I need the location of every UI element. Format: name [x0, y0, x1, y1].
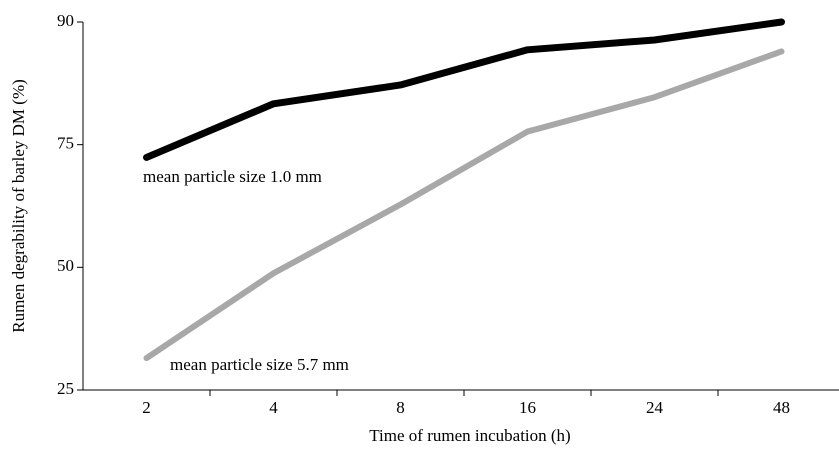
- x-tick-label: 24: [646, 398, 664, 417]
- series-label: mean particle size 1.0 mm: [143, 167, 322, 186]
- series-line: [143, 48, 785, 362]
- x-tick-label: 4: [269, 398, 278, 417]
- x-tick-label: 16: [519, 398, 536, 417]
- y-axis-label: Rumen degrability of barley DM (%): [9, 79, 28, 333]
- series-line: [143, 18, 785, 161]
- x-axis-label: Time of rumen incubation (h): [369, 426, 570, 445]
- y-tick-label: 75: [57, 134, 74, 153]
- x-tick-label: 8: [396, 398, 405, 417]
- series-label: mean particle size 5.7 mm: [170, 355, 349, 374]
- y-tick-label: 25: [57, 379, 74, 398]
- y-tick-label: 50: [57, 256, 74, 275]
- y-tick-label: 90: [57, 11, 74, 30]
- x-tick-label: 48: [773, 398, 790, 417]
- x-tick-label: 2: [142, 398, 151, 417]
